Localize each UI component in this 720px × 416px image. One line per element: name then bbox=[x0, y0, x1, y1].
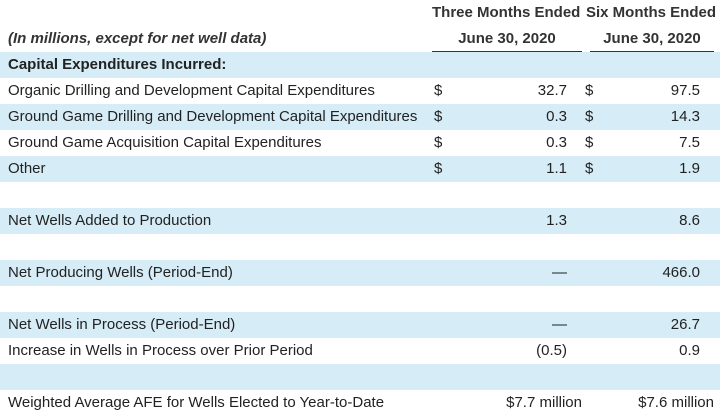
row-label: Net Wells Added to Production bbox=[8, 212, 212, 229]
row-label: Net Producing Wells (Period-End) bbox=[8, 264, 233, 281]
table-row: Net Wells Added to Production 1.3 8.6 bbox=[0, 208, 720, 234]
row-label: Other bbox=[8, 160, 46, 177]
table-row: Organic Drilling and Development Capital… bbox=[0, 78, 720, 104]
row-label: Increase in Wells in Process over Prior … bbox=[8, 342, 313, 359]
currency-symbol: $ bbox=[434, 160, 443, 177]
table-row: Net Wells in Process (Period-End) — 26.7 bbox=[0, 312, 720, 338]
table-row: Other $ 1.1 $ 1.9 bbox=[0, 156, 720, 182]
three-month-value: 1.1 bbox=[546, 160, 567, 177]
three-month-value: — bbox=[552, 264, 567, 281]
six-month-value: 97.5 bbox=[670, 82, 700, 99]
col2-title: Six Months Ended bbox=[586, 4, 717, 21]
three-month-value: 0.3 bbox=[546, 134, 567, 151]
three-month-value: 0.3 bbox=[546, 108, 567, 125]
currency-symbol: $ bbox=[434, 108, 443, 125]
currency-symbol: $ bbox=[434, 134, 443, 151]
col1-title: Three Months Ended bbox=[432, 4, 581, 21]
six-month-value: 466.0 bbox=[662, 264, 700, 281]
unit-note: (In millions, except for net well data) bbox=[8, 30, 267, 47]
col1-underline bbox=[432, 51, 582, 52]
six-month-value: 7.5 bbox=[679, 134, 700, 151]
six-month-value: 14.3 bbox=[670, 108, 700, 125]
table-row: Net Producing Wells (Period-End) — 466.0 bbox=[0, 260, 720, 286]
table-row: Weighted Average AFE for Wells Elected t… bbox=[0, 390, 720, 416]
row-label: Ground Game Drilling and Development Cap… bbox=[8, 108, 418, 125]
row-label: Net Wells in Process (Period-End) bbox=[8, 316, 236, 333]
six-month-value: 1.9 bbox=[679, 160, 700, 177]
table-row: Ground Game Acquisition Capital Expendit… bbox=[0, 130, 720, 156]
row-label: Ground Game Acquisition Capital Expendit… bbox=[8, 134, 322, 151]
row-label: Weighted Average AFE for Wells Elected t… bbox=[8, 394, 385, 411]
row-label: Capital Expenditures Incurred: bbox=[8, 56, 227, 73]
three-month-value: (0.5) bbox=[536, 342, 567, 359]
row-label: Organic Drilling and Development Capital… bbox=[8, 82, 375, 99]
six-month-value: 26.7 bbox=[670, 316, 700, 333]
six-month-value: $7.6 million bbox=[638, 394, 714, 411]
six-month-value: 8.6 bbox=[679, 212, 700, 229]
currency-symbol: $ bbox=[434, 82, 443, 99]
spacer-row bbox=[0, 234, 720, 260]
col1-date: June 30, 2020 bbox=[458, 30, 556, 47]
col2-underline bbox=[590, 51, 714, 52]
currency-symbol: $ bbox=[585, 108, 594, 125]
currency-symbol: $ bbox=[585, 82, 594, 99]
spacer-row bbox=[0, 286, 720, 312]
spacer-row bbox=[0, 182, 720, 208]
three-month-value: $7.7 million bbox=[506, 394, 582, 411]
col2-date: June 30, 2020 bbox=[603, 30, 701, 47]
table-row: Ground Game Drilling and Development Cap… bbox=[0, 104, 720, 130]
table-row: Increase in Wells in Process over Prior … bbox=[0, 338, 720, 364]
currency-symbol: $ bbox=[585, 134, 594, 151]
currency-symbol: $ bbox=[585, 160, 594, 177]
three-month-value: 1.3 bbox=[546, 212, 567, 229]
spacer-row bbox=[0, 364, 720, 390]
six-month-value: 0.9 bbox=[679, 342, 700, 359]
three-month-value: 32.7 bbox=[537, 82, 567, 99]
table-row: Capital Expenditures Incurred: bbox=[0, 52, 720, 78]
three-month-value: — bbox=[552, 316, 567, 333]
